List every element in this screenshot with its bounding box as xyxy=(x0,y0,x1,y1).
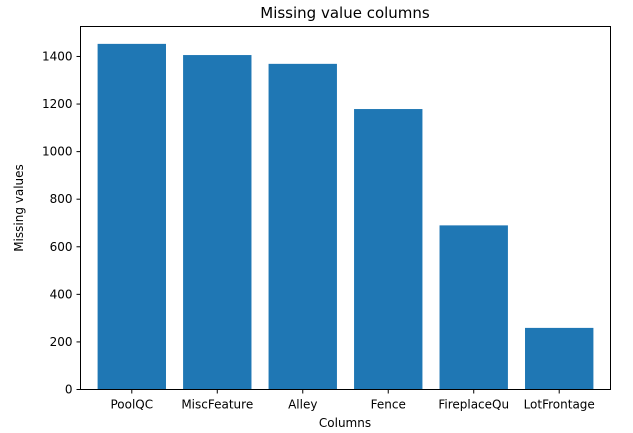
y-tick-label: 800 xyxy=(50,192,73,206)
x-tick-label: MiscFeature xyxy=(181,398,253,412)
y-axis-ticks: 0 200 400 600 800 1000 1200 1400 xyxy=(42,49,81,397)
bar-fireplacequ xyxy=(439,225,508,390)
y-tick-label: 1000 xyxy=(42,145,73,159)
bar-poolqc xyxy=(97,43,166,390)
bar-miscfeature xyxy=(183,55,252,390)
x-tick-label: Fence xyxy=(371,398,406,412)
x-tick-label: PoolQC xyxy=(110,398,153,412)
x-tick-label: FireplaceQu xyxy=(438,398,509,412)
x-tick-label: LotFrontage xyxy=(524,398,595,412)
plot-frame xyxy=(80,26,611,390)
y-tick-label: 400 xyxy=(50,287,73,301)
x-axis-label: Columns xyxy=(319,416,371,430)
y-tick-label: 1400 xyxy=(42,49,73,63)
chart-title: Missing value columns xyxy=(260,4,430,22)
y-axis-label: Missing values xyxy=(12,164,26,252)
bar-lotfrontage xyxy=(525,327,594,390)
y-tick-label: 200 xyxy=(50,335,73,349)
y-tick-label: 1200 xyxy=(42,97,73,111)
x-axis-ticks: PoolQC MiscFeature Alley Fence FireplaceQu Lo… xyxy=(110,389,595,412)
y-tick-label: 600 xyxy=(50,240,73,254)
bar-alley xyxy=(268,63,337,390)
bars-group xyxy=(97,43,594,390)
x-tick-label: Alley xyxy=(288,398,317,412)
bar-fence xyxy=(354,109,423,390)
y-tick-label: 0 xyxy=(65,383,73,397)
